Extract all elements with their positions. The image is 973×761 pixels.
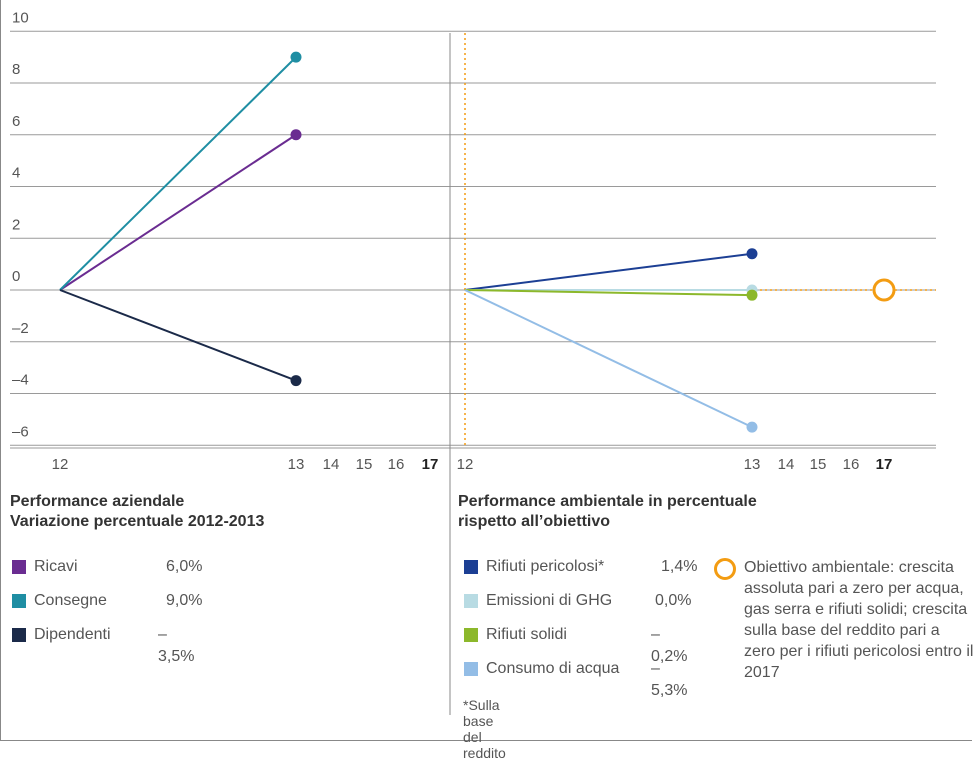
data-point — [290, 129, 302, 141]
legend-value: –3,5% — [158, 626, 195, 665]
chart-frame — [0, 0, 972, 741]
legend-label: Ricavi — [34, 558, 78, 575]
legend-value: –0,2% — [651, 626, 688, 665]
x-tick-label: 13 — [744, 456, 761, 473]
legend-swatch — [464, 628, 478, 642]
legend-value: 1,4% — [661, 558, 698, 575]
x-tick-label: 15 — [356, 456, 373, 473]
y-tick-label: 6 — [12, 113, 20, 130]
target-marker — [872, 278, 896, 302]
series-line — [464, 252, 753, 291]
legend-label: Dipendenti — [34, 626, 111, 643]
data-point — [746, 421, 758, 433]
legend-swatch — [12, 594, 26, 608]
legend-item-emissioni-ghg: Emissioni di GHG — [464, 590, 612, 612]
legend-swatch — [464, 594, 478, 608]
y-tick-label: 8 — [12, 61, 20, 78]
y-tick-label: –6 — [12, 423, 29, 440]
right-title-line2: rispetto all’obiettivo — [458, 513, 611, 530]
x-tick-label: 12 — [52, 456, 69, 473]
x-tick-label: 17 — [876, 456, 893, 473]
x-tick-label: 16 — [843, 456, 860, 473]
y-tick-label: 2 — [12, 216, 20, 233]
legend-value: 0,0% — [655, 592, 692, 609]
chart-svg: 10 8 6 4 2 0 –2 –4 –6 12 13 14 15 16 17 12 13 14 15 16 17 — [10, 9, 936, 715]
legend-value: 6,0% — [166, 558, 203, 575]
legend-label: Rifiuti pericolosi* — [486, 558, 605, 575]
legend-value: –5,3% — [651, 660, 688, 699]
y-tick-label: –4 — [12, 372, 29, 389]
left-title-line2: Variazione percentuale 2012-2013 — [10, 513, 265, 530]
legend-item-ricavi: Ricavi — [12, 556, 78, 578]
y-tick-label: 4 — [12, 165, 20, 182]
y-tick-label: 0 — [12, 268, 20, 285]
right-title-line1: Performance ambientale in percentuale — [458, 493, 757, 510]
series-line — [464, 289, 753, 297]
series-line — [464, 289, 753, 429]
legend-swatch — [464, 662, 478, 676]
legend-item-consumo-acqua: Consumo di acqua — [464, 658, 619, 680]
data-point — [290, 51, 302, 63]
legend-label: Rifiuti solidi — [486, 626, 567, 643]
legend-item-dipendenti: Dipendenti — [12, 624, 111, 646]
data-point — [746, 248, 758, 260]
x-tick-label: 16 — [388, 456, 405, 473]
x-tick-label: 13 — [288, 456, 305, 473]
series-line — [59, 289, 297, 382]
x-tick-label: 17 — [422, 456, 439, 473]
x-tick-label: 12 — [457, 456, 474, 473]
left-title-line1: Performance aziendale — [10, 493, 185, 510]
legend-value: 9,0% — [166, 592, 203, 609]
y-tick-label: –2 — [12, 320, 29, 337]
legend-swatch — [12, 628, 26, 642]
target-circle-icon — [714, 558, 736, 580]
data-point — [290, 375, 302, 387]
series-line — [59, 133, 297, 291]
legend-label: Consegne — [34, 592, 107, 609]
legend-label: Consumo di acqua — [486, 660, 620, 677]
x-tick-label: 14 — [323, 456, 340, 473]
legend-item-rifiuti-solidi: Rifiuti solidi — [464, 624, 567, 646]
x-tick-label: 15 — [810, 456, 827, 473]
x-tick-label: 14 — [778, 456, 795, 473]
target-description: Obiettivo ambientale: crescita assoluta … — [744, 559, 973, 681]
left-panel-title: Performance aziendale Variazione percent… — [10, 492, 264, 532]
footnote: *Sulla base del reddito — [463, 697, 506, 761]
legend-item-consegne: Consegne — [12, 590, 107, 612]
legend-label: Emissioni di GHG — [486, 592, 613, 609]
y-tick-label: 10 — [12, 9, 29, 26]
legend-swatch — [12, 560, 26, 574]
legend-swatch — [464, 560, 478, 574]
series-line — [59, 56, 297, 291]
right-panel-title: Performance ambientale in percentuale ri… — [458, 492, 757, 532]
legend-item-rifiuti-pericolosi: Rifiuti pericolosi* — [464, 556, 604, 578]
data-point — [746, 289, 758, 301]
